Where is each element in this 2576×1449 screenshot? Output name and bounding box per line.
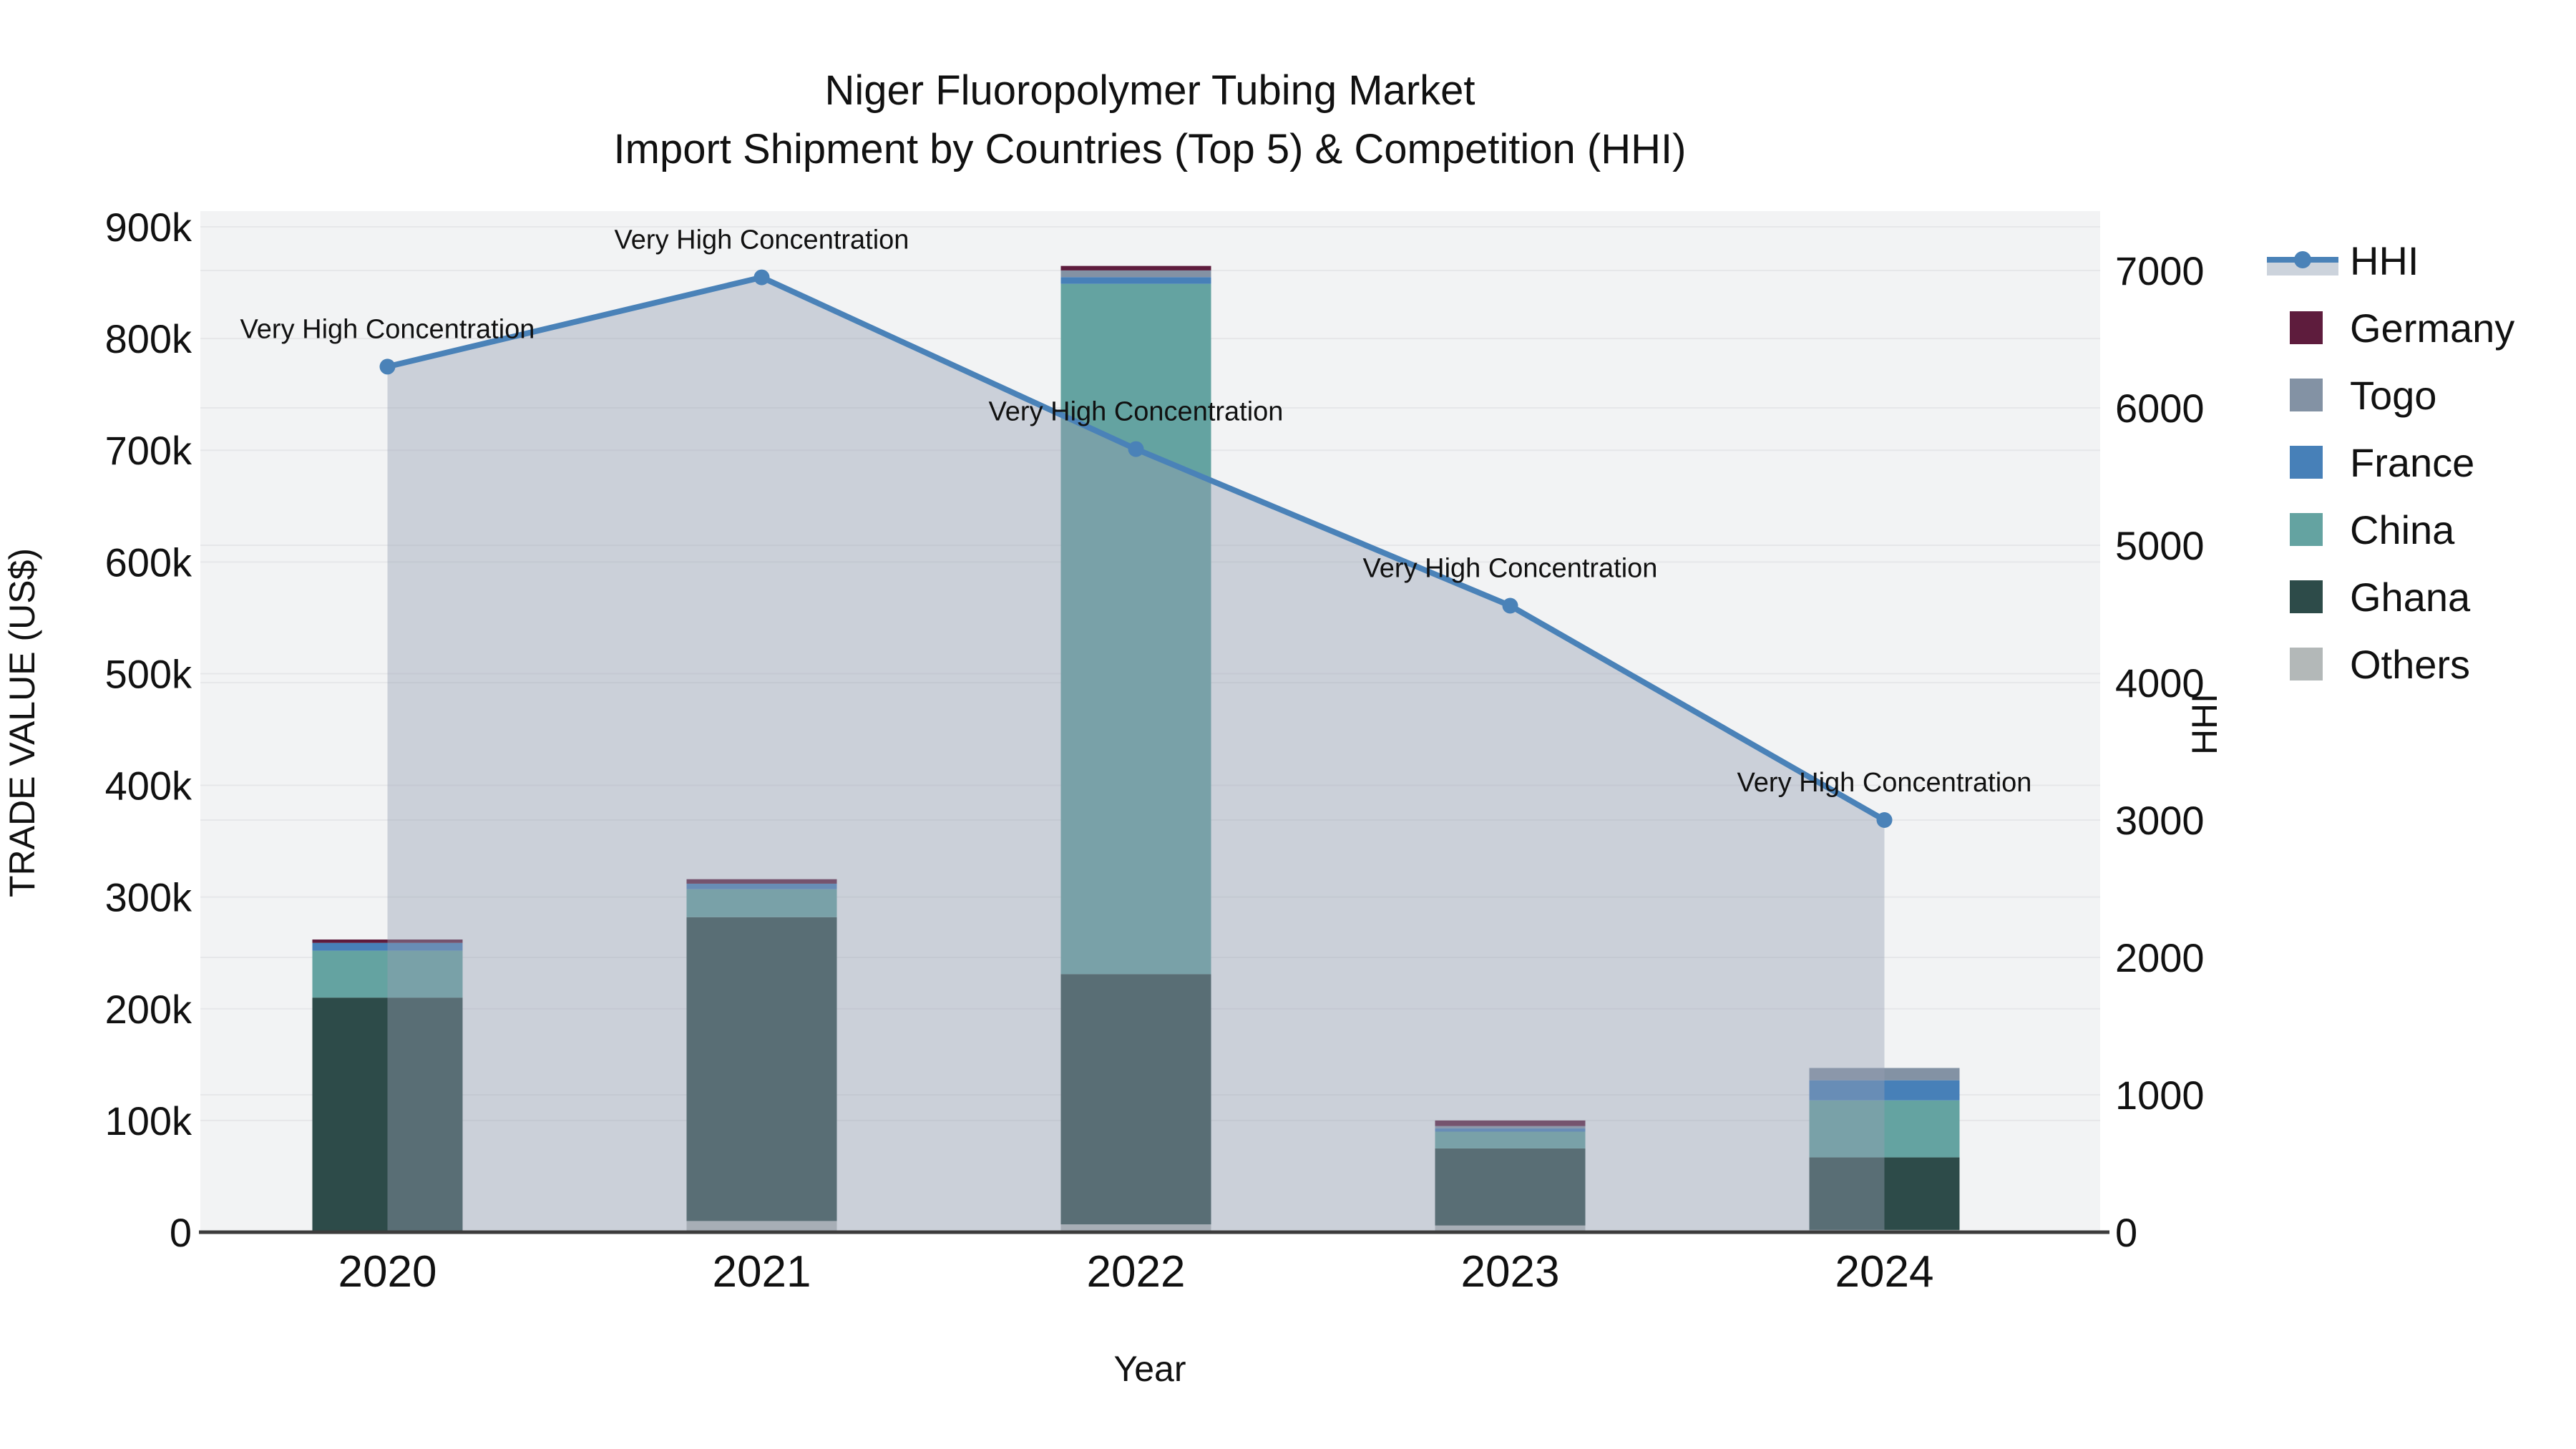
bar-segment-others-2023 bbox=[1435, 1225, 1586, 1232]
bar-segment-germany-2022 bbox=[1060, 265, 1211, 270]
y-left-tick-800k: 800k bbox=[105, 316, 192, 361]
bar-segment-france-2021 bbox=[686, 883, 837, 889]
axes-layer: 0 100k 200k 300k 400k 500k 600k 700k 800k 900k 0 10… bbox=[105, 205, 2205, 1297]
bar-segment-others-2021 bbox=[686, 1221, 837, 1232]
bar-segment-togo-2024 bbox=[1809, 1068, 1960, 1080]
bar-segment-france-2022 bbox=[1060, 277, 1211, 284]
y-right-tick-6000: 6000 bbox=[2115, 386, 2205, 431]
y-right-tick-5000: 5000 bbox=[2115, 523, 2205, 568]
bar-segment-germany-2020 bbox=[312, 939, 463, 943]
legend-item-togo[interactable]: Togo bbox=[2290, 373, 2436, 418]
y-right-tick-4000: 4000 bbox=[2115, 660, 2205, 706]
annotation-2023: Very High Concentration bbox=[1363, 553, 1658, 583]
bar-segment-france-2024 bbox=[1809, 1080, 1960, 1101]
bar-segment-france-2020 bbox=[312, 942, 463, 951]
hhi-area-line-layer bbox=[379, 269, 1893, 1233]
legend-item-france[interactable]: France bbox=[2290, 440, 2474, 485]
legend-label-germany: Germany bbox=[2350, 306, 2514, 351]
annotation-2024: Very High Concentration bbox=[1737, 768, 2032, 798]
legend: HHI Germany Togo France China Ghana Others bbox=[2267, 238, 2514, 687]
legend-label-ghana: Ghana bbox=[2350, 575, 2471, 620]
bar-segment-germany-2021 bbox=[686, 879, 837, 884]
y-left-tick-900k: 900k bbox=[105, 205, 192, 250]
y-right-tick-0: 0 bbox=[2115, 1210, 2137, 1255]
bar-segment-france-2023 bbox=[1435, 1128, 1586, 1132]
bar-segment-china-2021 bbox=[686, 889, 837, 917]
y-left-tick-200k: 200k bbox=[105, 987, 192, 1032]
legend-swatch-germany bbox=[2290, 311, 2323, 344]
x-tick-2020: 2020 bbox=[338, 1247, 437, 1297]
bar-segment-ghana-2023 bbox=[1435, 1148, 1586, 1226]
hhi-marker-2023 bbox=[1502, 597, 1518, 614]
bar-segment-china-2022 bbox=[1060, 283, 1211, 975]
y-axis-title-right: HHI bbox=[2185, 693, 2225, 755]
y-axis-title-left: TRADE VALUE (US$) bbox=[2, 548, 42, 897]
y-left-tick-600k: 600k bbox=[105, 540, 192, 585]
bar-segment-ghana-2021 bbox=[686, 917, 837, 1221]
hhi-marker-2024 bbox=[1876, 812, 1893, 828]
y-right-tick-7000: 7000 bbox=[2115, 248, 2205, 293]
y-left-tick-500k: 500k bbox=[105, 651, 192, 696]
legend-swatch-ghana bbox=[2290, 580, 2323, 613]
legend-swatch-others bbox=[2290, 648, 2323, 680]
legend-label-france: France bbox=[2350, 440, 2474, 485]
bar-segment-ghana-2024 bbox=[1809, 1157, 1960, 1230]
y-left-tick-100k: 100k bbox=[105, 1098, 192, 1143]
y-right-tick-1000: 1000 bbox=[2115, 1073, 2205, 1118]
x-tick-2022: 2022 bbox=[1087, 1247, 1186, 1297]
legend-label-hhi: HHI bbox=[2350, 238, 2419, 283]
hhi-area-fill bbox=[387, 277, 1885, 1233]
annotation-2022: Very High Concentration bbox=[989, 397, 1284, 427]
x-tick-2023: 2023 bbox=[1461, 1247, 1560, 1297]
legend-item-ghana[interactable]: Ghana bbox=[2290, 575, 2471, 620]
hhi-marker-2021 bbox=[753, 269, 770, 286]
bar-segment-others-2022 bbox=[1060, 1224, 1211, 1232]
chart-title-line1: Niger Fluoropolymer Tubing Market bbox=[824, 67, 1475, 114]
bar-segment-togo-2023 bbox=[1435, 1126, 1586, 1128]
bar-segment-ghana-2022 bbox=[1060, 974, 1211, 1225]
hhi-marker-2020 bbox=[379, 358, 396, 375]
legend-item-hhi[interactable]: HHI bbox=[2267, 238, 2419, 283]
bar-segment-china-2020 bbox=[312, 950, 463, 998]
y-right-tick-3000: 3000 bbox=[2115, 798, 2205, 843]
legend-label-others: Others bbox=[2350, 642, 2470, 687]
legend-item-others[interactable]: Others bbox=[2290, 642, 2470, 687]
legend-item-germany[interactable]: Germany bbox=[2290, 306, 2514, 351]
legend-swatch-china bbox=[2290, 513, 2323, 546]
chart-title-line2: Import Shipment by Countries (Top 5) & C… bbox=[614, 126, 1687, 172]
legend-swatch-togo bbox=[2290, 379, 2323, 411]
bar-segment-china-2023 bbox=[1435, 1131, 1586, 1148]
y-left-tick-300k: 300k bbox=[105, 875, 192, 920]
legend-item-china[interactable]: China bbox=[2290, 507, 2455, 552]
annotation-2021: Very High Concentration bbox=[615, 225, 909, 255]
bar-segment-togo-2022 bbox=[1060, 270, 1211, 278]
bar-segment-germany-2023 bbox=[1435, 1120, 1586, 1126]
y-right-tick-2000: 2000 bbox=[2115, 935, 2205, 980]
legend-label-togo: Togo bbox=[2350, 373, 2436, 418]
legend-swatch-france bbox=[2290, 446, 2323, 479]
hhi-marker-2022 bbox=[1128, 441, 1144, 457]
legend-hhi-marker-icon bbox=[2294, 251, 2311, 268]
y-left-tick-700k: 700k bbox=[105, 428, 192, 473]
legend-label-china: China bbox=[2350, 507, 2455, 552]
x-axis-title: Year bbox=[1113, 1349, 1186, 1389]
y-left-tick-400k: 400k bbox=[105, 763, 192, 809]
annotations-layer: Very High Concentration Very High Concent… bbox=[240, 225, 2032, 798]
y-left-tick-0: 0 bbox=[170, 1210, 192, 1255]
x-tick-2024: 2024 bbox=[1835, 1247, 1934, 1297]
bars-layer bbox=[312, 265, 1960, 1232]
annotation-2020: Very High Concentration bbox=[240, 314, 535, 344]
bar-segment-ghana-2020 bbox=[312, 997, 463, 1232]
bar-segment-china-2024 bbox=[1809, 1100, 1960, 1158]
x-tick-2021: 2021 bbox=[713, 1247, 811, 1297]
